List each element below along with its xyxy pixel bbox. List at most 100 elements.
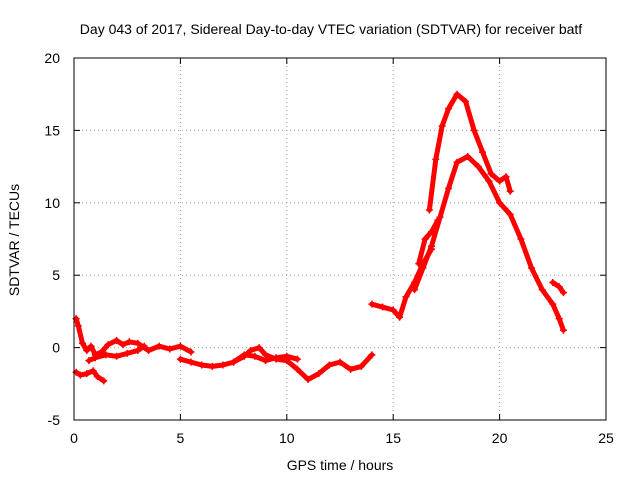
data-point xyxy=(396,313,404,321)
data-point xyxy=(240,351,248,359)
data-point xyxy=(113,352,121,360)
data-point xyxy=(425,206,433,214)
data-point xyxy=(506,187,514,195)
series-track-9 xyxy=(426,91,513,213)
axis-ticks: 0 5 10 15 20 25 -5 0 5 10 15 20 xyxy=(44,50,614,446)
data-point xyxy=(419,264,427,272)
data-point xyxy=(134,339,142,347)
y-tick-label: 0 xyxy=(52,340,60,356)
plot-frame xyxy=(73,57,607,421)
data-point xyxy=(438,122,446,130)
data-point xyxy=(453,90,461,98)
data-point xyxy=(155,342,163,350)
data-point xyxy=(125,338,133,346)
data-point xyxy=(134,346,142,354)
data-point xyxy=(123,349,131,357)
data-point xyxy=(555,283,563,291)
data-point xyxy=(113,336,121,344)
data-point xyxy=(357,362,365,370)
data-point xyxy=(102,351,110,359)
data-point xyxy=(496,199,504,207)
data-point xyxy=(255,344,263,352)
data-point xyxy=(251,352,259,360)
data-point xyxy=(462,97,470,105)
data-point xyxy=(428,242,436,250)
data-point xyxy=(140,342,148,350)
data-point xyxy=(421,235,429,243)
data-point xyxy=(368,351,376,359)
data-point xyxy=(219,361,227,369)
data-point xyxy=(555,315,563,323)
data-point xyxy=(187,348,195,356)
plot-series xyxy=(72,90,567,385)
data-point xyxy=(538,286,546,294)
data-point xyxy=(389,306,397,314)
data-point xyxy=(91,354,99,362)
data-point xyxy=(485,177,493,185)
x-tick-label: 15 xyxy=(385,430,401,446)
data-point xyxy=(83,346,91,354)
data-point xyxy=(464,152,472,160)
series-track-4 xyxy=(177,345,375,382)
data-point xyxy=(230,358,238,366)
data-point xyxy=(453,158,461,166)
data-point xyxy=(410,286,418,294)
data-point xyxy=(293,365,301,373)
data-point xyxy=(119,341,127,349)
data-point xyxy=(76,371,84,379)
grid xyxy=(74,58,606,420)
y-tick-label: 20 xyxy=(44,50,60,66)
data-point xyxy=(262,357,270,365)
data-point xyxy=(325,361,333,369)
data-point xyxy=(93,373,101,381)
y-tick-label: 5 xyxy=(52,267,60,283)
data-point xyxy=(428,228,436,236)
data-point xyxy=(379,303,387,311)
data-point xyxy=(487,170,495,178)
data-point xyxy=(104,341,112,349)
data-point xyxy=(198,361,206,369)
data-point xyxy=(470,126,478,134)
data-point xyxy=(474,163,482,171)
data-point xyxy=(445,105,453,113)
x-tick-label: 10 xyxy=(279,430,295,446)
data-point xyxy=(283,352,291,360)
x-tick-label: 0 xyxy=(70,430,78,446)
y-tick-label: -5 xyxy=(48,412,61,428)
y-axis-label: SDTVAR / TECUs xyxy=(6,184,22,296)
data-point xyxy=(79,339,87,347)
x-tick-label: 20 xyxy=(492,430,508,446)
data-point xyxy=(434,216,442,224)
data-point xyxy=(176,355,184,363)
data-point xyxy=(502,173,510,181)
data-point xyxy=(415,260,423,268)
data-point xyxy=(304,375,312,383)
data-point xyxy=(293,355,301,363)
data-point xyxy=(528,264,536,272)
data-point xyxy=(559,289,567,297)
data-point xyxy=(445,184,453,192)
x-tick-label: 5 xyxy=(177,430,185,446)
data-point xyxy=(402,293,410,301)
data-point xyxy=(368,300,376,308)
data-point xyxy=(336,358,344,366)
data-point xyxy=(479,148,487,156)
data-point xyxy=(315,370,323,378)
data-point xyxy=(187,358,195,366)
data-point xyxy=(74,322,82,330)
data-point xyxy=(517,235,525,243)
data-point xyxy=(559,326,567,334)
data-point xyxy=(549,300,557,308)
series-track-8 xyxy=(416,217,441,267)
data-point xyxy=(83,370,91,378)
data-point xyxy=(496,177,504,185)
data-point xyxy=(176,342,184,350)
chart-title: Day 043 of 2017, Sidereal Day-to-day VTE… xyxy=(80,21,583,37)
data-point xyxy=(272,354,280,362)
data-point xyxy=(347,365,355,373)
data-point xyxy=(247,346,255,354)
x-tick-label: 25 xyxy=(598,430,614,446)
data-point xyxy=(87,342,95,350)
x-axis-label: GPS time / hours xyxy=(287,457,394,473)
